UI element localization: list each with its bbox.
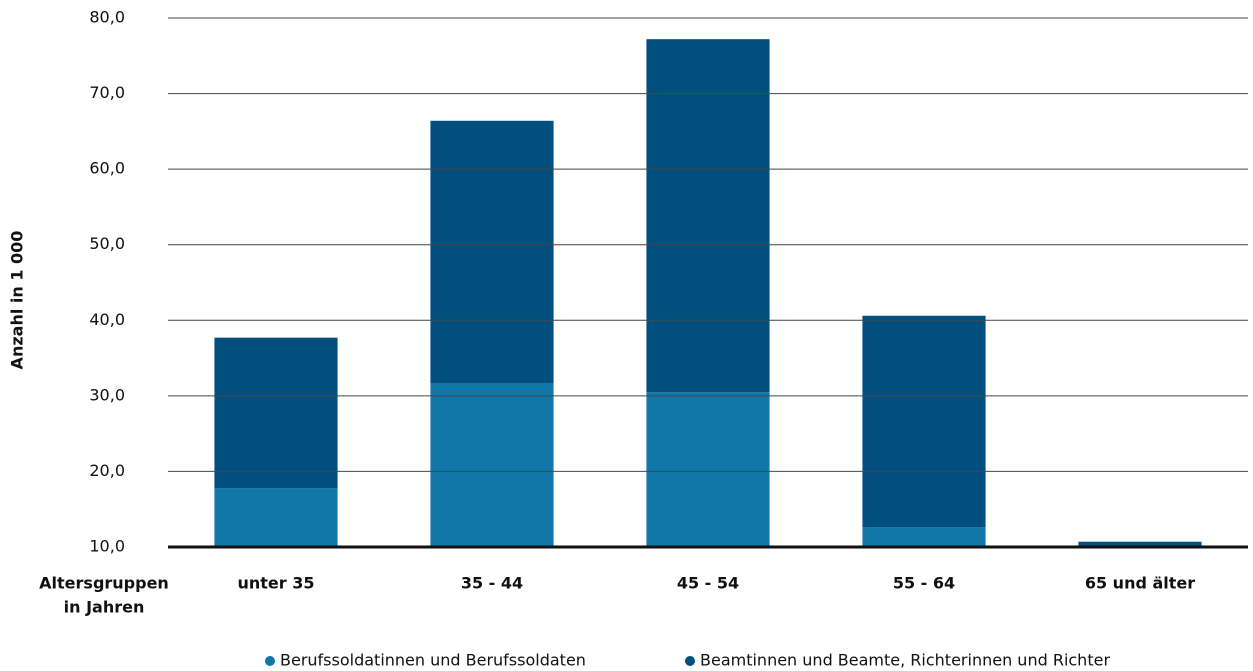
y-tick-label: 60,0 <box>89 159 125 178</box>
x-axis-label: Altersgruppen <box>39 574 169 593</box>
y-tick-label: 40,0 <box>89 310 125 329</box>
y-tick-label: 80,0 <box>89 8 125 27</box>
x-tick-label: 35 - 44 <box>461 574 523 593</box>
legend-label: Beamtinnen und Beamte, Richterinnen und … <box>700 651 1110 670</box>
y-axis-label: Anzahl in 1 000 <box>8 231 27 370</box>
x-axis-label: in Jahren <box>64 598 145 617</box>
legend-marker <box>685 656 695 666</box>
y-tick-label: 50,0 <box>89 234 125 253</box>
x-tick-label: 45 - 54 <box>677 574 739 593</box>
bar-segment <box>646 392 770 547</box>
bar-segment <box>1078 541 1202 546</box>
legend-label: Berufssoldatinnen und Berufssoldaten <box>280 651 586 670</box>
y-tick-label: 10,0 <box>89 537 125 556</box>
y-tick-label: 20,0 <box>89 461 125 480</box>
x-tick-label: 65 und älter <box>1085 574 1195 593</box>
bar-segment <box>862 527 986 547</box>
x-tick-label: unter 35 <box>237 574 314 593</box>
legend-marker <box>265 656 275 666</box>
bar-segment <box>430 120 554 384</box>
bar-segment <box>214 488 338 547</box>
bar-segment <box>862 315 986 528</box>
bar-segment <box>646 39 770 393</box>
y-tick-label: 70,0 <box>89 83 125 102</box>
bar-segment <box>430 383 554 547</box>
bar-segment <box>214 337 338 489</box>
x-tick-label: 55 - 64 <box>893 574 955 593</box>
y-tick-label: 30,0 <box>89 385 125 404</box>
